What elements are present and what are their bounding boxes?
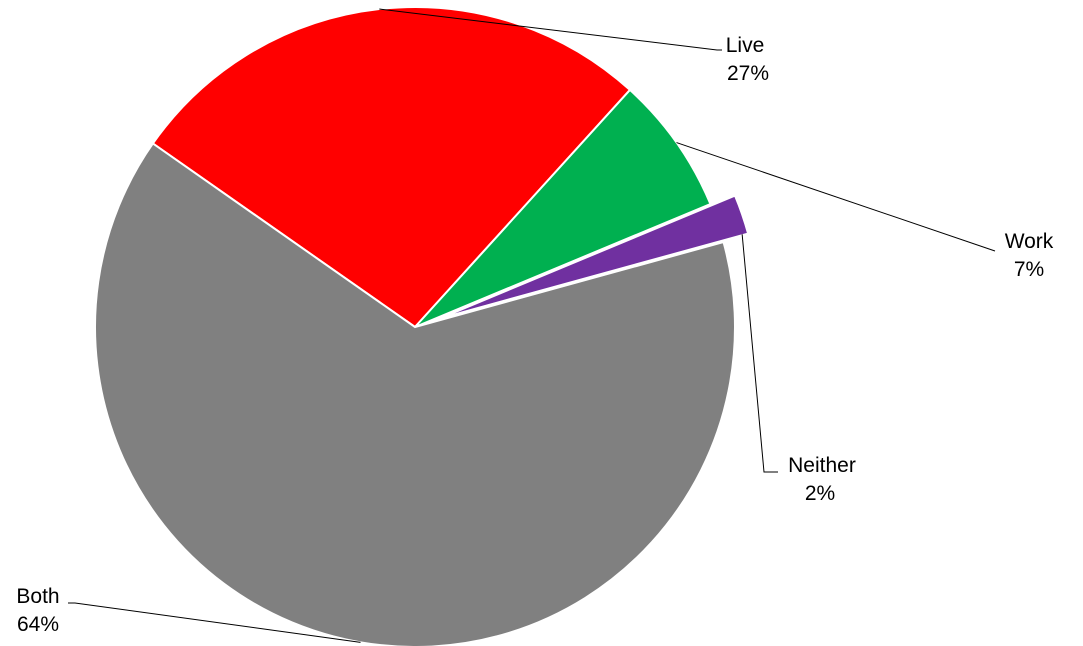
leader-line-both <box>68 602 361 643</box>
pie-slice-work <box>414 88 712 328</box>
slice-label-work: Work <box>1005 230 1054 253</box>
pie-slice-neither <box>439 194 750 320</box>
slice-label-both: Both <box>16 585 59 608</box>
slice-value-both: 64% <box>17 613 59 636</box>
slice-label-work-value: 7% <box>1014 258 1044 281</box>
slices-layer <box>94 6 750 646</box>
slice-label-neither-value: 2% <box>805 482 835 505</box>
slice-label-both-name: Both <box>16 585 59 608</box>
slice-value-live: 27% <box>727 62 769 85</box>
pie-slice-both <box>94 142 736 646</box>
slice-value-neither: 2% <box>805 482 835 505</box>
slice-label-neither: Neither <box>788 454 856 477</box>
slice-label-live-name: Live <box>726 34 765 57</box>
leader-line-work <box>676 142 996 252</box>
slice-label-live-value: 27% <box>727 62 769 85</box>
slice-label-both-value: 64% <box>17 613 59 636</box>
slice-label-neither-name: Neither <box>788 454 856 477</box>
slice-value-work: 7% <box>1014 258 1044 281</box>
slice-label-live: Live <box>726 34 765 57</box>
leader-line-neither <box>741 234 778 473</box>
leader-lines-layer <box>68 8 996 643</box>
leader-line-live <box>379 8 722 51</box>
slice-label-work-name: Work <box>1005 230 1054 253</box>
